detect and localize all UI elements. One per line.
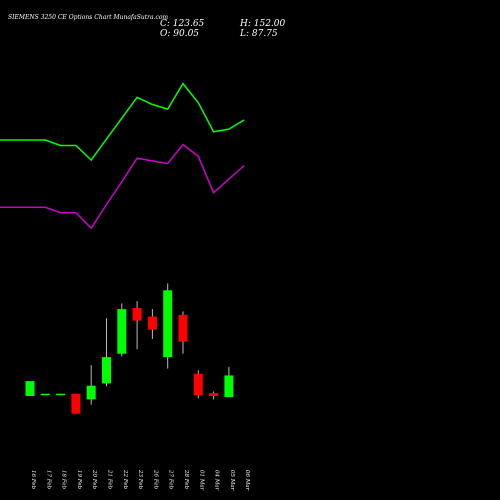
candle-body-bullish bbox=[56, 393, 66, 396]
bands-layer bbox=[0, 82, 245, 230]
x-tick-label: 04 Mar bbox=[214, 470, 220, 491]
candle-2 bbox=[40, 393, 50, 396]
x-tick-label: 16 Feb bbox=[30, 470, 36, 490]
lower-band-line bbox=[0, 143, 245, 230]
candle-12 bbox=[193, 370, 203, 399]
upper-band-line bbox=[0, 82, 245, 162]
candle-body-bearish bbox=[132, 308, 142, 321]
chart-title: SIEMENS 3250 CE Options Chart MunafaSutr… bbox=[8, 14, 168, 21]
candle-9 bbox=[147, 309, 157, 339]
candle-14 bbox=[224, 366, 234, 398]
x-tick-label: 23 Feb bbox=[137, 469, 143, 490]
x-tick-label: 27 Feb bbox=[168, 469, 174, 490]
candle-1 bbox=[25, 381, 35, 396]
x-tick-label: 26 Feb bbox=[152, 469, 158, 490]
candle-11 bbox=[178, 311, 188, 354]
x-tick-label: 17 Feb bbox=[45, 470, 51, 490]
candle-3 bbox=[56, 393, 66, 396]
close-price-label: C: 123.65 bbox=[160, 19, 205, 29]
candle-5 bbox=[86, 365, 96, 405]
candle-body-bearish bbox=[209, 393, 219, 396]
ticks-layer: 16 Feb 17 Feb 18 Feb 19 Feb 20 Feb 21 Feb 22 F… bbox=[30, 469, 250, 491]
candles-layer bbox=[25, 283, 234, 414]
candle-7 bbox=[117, 303, 127, 357]
candle-body-bullish bbox=[102, 357, 111, 384]
candle-body-bullish bbox=[117, 309, 127, 354]
x-tick-label: 19 Feb bbox=[76, 470, 82, 490]
candle-4 bbox=[71, 393, 81, 414]
x-tick-label: 20 Feb bbox=[91, 469, 97, 490]
candle-body-bullish bbox=[163, 290, 173, 358]
open-price-label: O: 90.05 bbox=[160, 29, 199, 39]
x-tick-label: 18 Feb bbox=[61, 470, 67, 490]
x-tick-label: 21 Feb bbox=[107, 469, 113, 490]
candle-body-bearish bbox=[147, 316, 157, 330]
candle-body-bullish bbox=[25, 381, 35, 396]
high-price-label: H: 152.00 bbox=[239, 19, 286, 29]
candle-10 bbox=[163, 283, 173, 369]
low-price-label: L: 87.75 bbox=[239, 29, 278, 39]
x-tick-label: 01 Mar bbox=[198, 470, 204, 491]
x-tick-label: 05 Mar bbox=[229, 470, 235, 491]
x-tick-label: 22 Feb bbox=[122, 469, 128, 490]
x-tick-label: 28 Feb bbox=[183, 469, 189, 490]
candle-body-bullish bbox=[86, 385, 96, 400]
candle-13 bbox=[209, 391, 219, 400]
candle-body-bearish bbox=[71, 393, 81, 414]
candle-body-bullish bbox=[40, 393, 50, 396]
candle-body-bearish bbox=[178, 314, 188, 342]
candle-6 bbox=[102, 318, 111, 387]
candle-body-bullish bbox=[224, 375, 234, 398]
candle-body-bearish bbox=[193, 373, 203, 396]
x-tick-label: 06 Mar bbox=[244, 470, 250, 491]
candle-8 bbox=[132, 301, 142, 350]
